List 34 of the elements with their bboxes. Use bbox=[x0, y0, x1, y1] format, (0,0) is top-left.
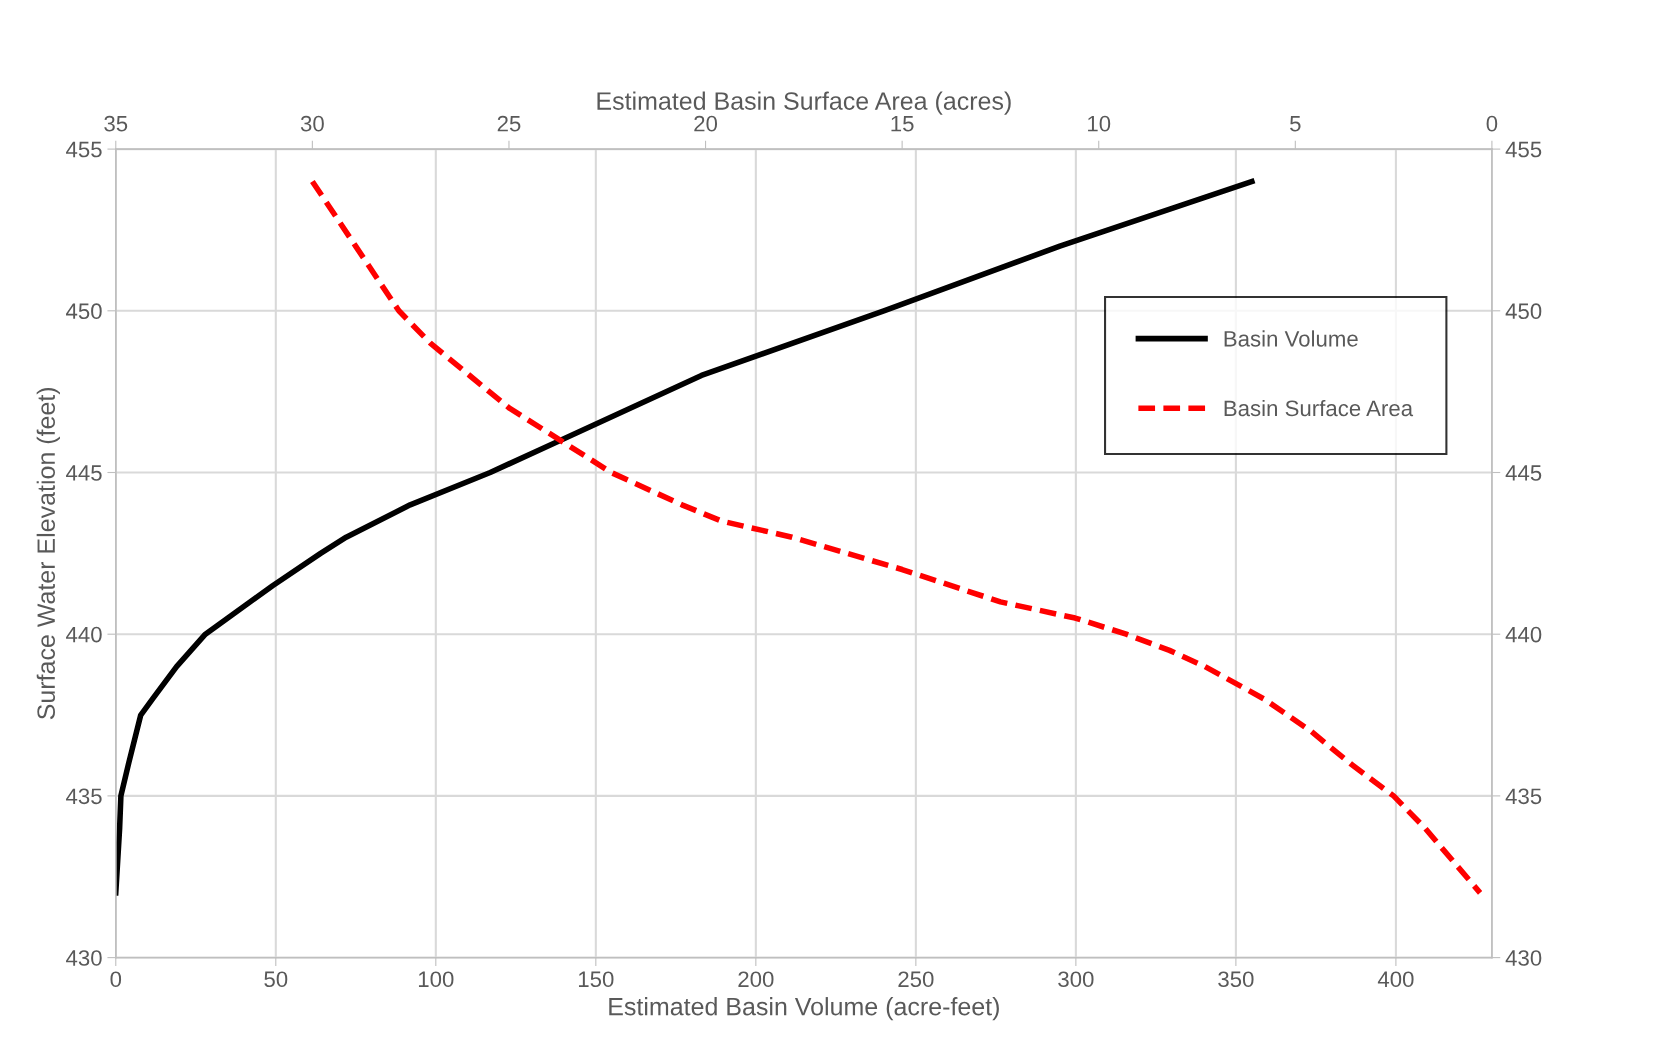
y2-tick-label: 430 bbox=[1505, 950, 1542, 966]
x2-tick-label: 15 bbox=[891, 116, 914, 132]
y2-tick-label: 440 bbox=[1505, 626, 1542, 643]
x-tick-label: 350 bbox=[1218, 971, 1254, 988]
y-tick-label: 440 bbox=[66, 626, 102, 643]
x2-tick-label: 5 bbox=[1290, 116, 1301, 132]
x2-tick-label: 10 bbox=[1088, 115, 1111, 132]
x-tick-label: 100 bbox=[418, 971, 454, 988]
x2-tick-label: 30 bbox=[300, 115, 324, 132]
x2-tick-label: 25 bbox=[497, 115, 521, 132]
x-tick-label: 0 bbox=[110, 971, 122, 988]
y-tick-label: 435 bbox=[66, 788, 102, 805]
y2-tick-label: 450 bbox=[1505, 303, 1542, 320]
x2-tick-label: 35 bbox=[104, 115, 128, 132]
y2-tick-label: 435 bbox=[1505, 788, 1542, 805]
x2-axis-title: Estimated Basin Surface Area (acres) bbox=[597, 91, 1011, 115]
x2-tick-label: 20 bbox=[694, 115, 718, 132]
x-tick-label: 200 bbox=[738, 971, 774, 988]
legend-label: Basin Volume bbox=[1224, 330, 1358, 347]
x-tick-label: 250 bbox=[898, 971, 934, 988]
x-tick-label: 400 bbox=[1377, 971, 1414, 988]
y-tick-label: 430 bbox=[66, 950, 102, 966]
x-tick-label: 50 bbox=[264, 971, 288, 988]
y-tick-label: 445 bbox=[66, 465, 102, 481]
y2-tick-label: 445 bbox=[1505, 465, 1542, 481]
legend-label: Basin Surface Area bbox=[1224, 399, 1414, 417]
x-axis-title: Estimated Basin Volume (acre-feet) bbox=[609, 997, 999, 1021]
y-tick-label: 450 bbox=[66, 303, 102, 320]
x2-tick-label: 0 bbox=[1486, 115, 1498, 132]
y2-tick-label: 455 bbox=[1505, 141, 1542, 158]
y-tick-label: 455 bbox=[66, 141, 102, 158]
x-tick-label: 150 bbox=[578, 971, 614, 988]
y-axis-title: Surface Water Elevation (feet) bbox=[36, 387, 60, 720]
x-tick-label: 300 bbox=[1058, 971, 1094, 988]
